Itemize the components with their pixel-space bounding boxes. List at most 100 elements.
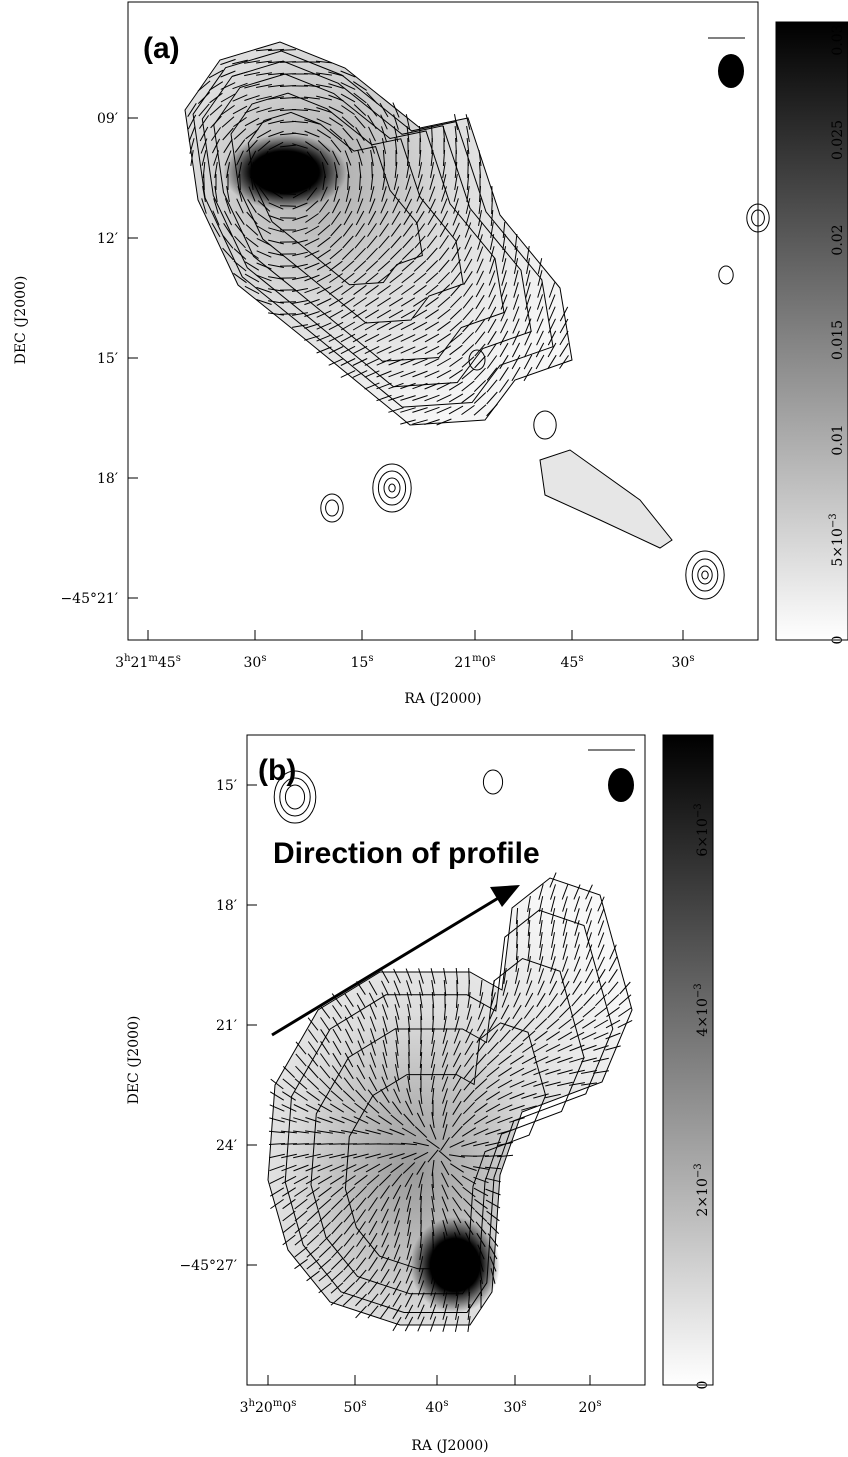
vector xyxy=(400,419,416,425)
vector xyxy=(594,1006,608,1018)
vector xyxy=(430,968,436,984)
vector xyxy=(416,1161,426,1175)
vector xyxy=(269,1091,285,1101)
vector xyxy=(368,1244,378,1260)
vector xyxy=(353,297,367,307)
vector xyxy=(539,944,543,960)
vector xyxy=(294,1091,308,1101)
vector xyxy=(438,271,450,285)
beam xyxy=(608,768,634,802)
vector xyxy=(487,318,497,334)
vector xyxy=(280,180,296,184)
vector xyxy=(322,174,326,190)
vector xyxy=(256,118,272,126)
vector xyxy=(486,1222,500,1234)
vector xyxy=(440,198,448,214)
vector xyxy=(270,151,282,165)
vector xyxy=(449,1154,465,1158)
vector xyxy=(244,117,260,127)
vector xyxy=(429,174,435,190)
vector xyxy=(559,993,571,1007)
vector xyxy=(425,272,439,284)
vector xyxy=(436,381,452,391)
contour xyxy=(213,73,505,362)
vector xyxy=(467,1316,471,1332)
vector xyxy=(561,884,569,900)
contour xyxy=(184,41,573,426)
vector xyxy=(355,210,365,226)
vector xyxy=(550,896,556,912)
vector xyxy=(606,994,620,1006)
vector xyxy=(405,174,411,190)
vector xyxy=(499,1029,511,1043)
vector xyxy=(220,82,236,90)
vector xyxy=(449,344,463,356)
vector xyxy=(497,1091,513,1101)
vector xyxy=(316,346,332,354)
vector xyxy=(268,119,284,125)
vector xyxy=(365,1163,381,1173)
vector xyxy=(464,1220,474,1236)
vector xyxy=(295,1065,307,1079)
vector xyxy=(510,1030,524,1042)
vector xyxy=(371,161,373,179)
vector xyxy=(539,908,543,924)
x-tick-label: 3h21m45s xyxy=(115,653,181,671)
contour xyxy=(284,909,614,1313)
vector xyxy=(443,1280,447,1296)
vector xyxy=(414,1126,428,1138)
vector xyxy=(202,186,206,202)
arrow-head xyxy=(490,885,520,907)
vector xyxy=(257,140,271,152)
vector xyxy=(569,1044,585,1052)
vector xyxy=(449,369,463,379)
vector xyxy=(465,114,471,130)
vector xyxy=(443,1003,447,1021)
vector xyxy=(379,210,389,226)
vector xyxy=(618,994,632,1006)
vector xyxy=(209,104,223,116)
vector xyxy=(537,980,545,996)
vector xyxy=(442,1112,448,1128)
vector xyxy=(367,1293,379,1307)
vector xyxy=(213,150,219,166)
vector xyxy=(406,162,410,178)
vector xyxy=(307,1065,319,1079)
vector xyxy=(463,258,473,274)
colorbar-tick-label: 0 xyxy=(695,1381,711,1390)
vector xyxy=(292,312,308,316)
vector xyxy=(521,1080,537,1088)
vector xyxy=(597,920,605,936)
vector xyxy=(214,162,218,178)
contour xyxy=(247,111,423,286)
y-tick-label: −45°21′ xyxy=(60,591,118,607)
vector xyxy=(368,1232,378,1248)
vector xyxy=(377,297,391,307)
vector xyxy=(333,162,339,178)
vector xyxy=(329,128,343,140)
vector xyxy=(355,1269,367,1283)
x-axis-label: RA (J2000) xyxy=(404,691,481,707)
vector xyxy=(319,1065,331,1079)
vector xyxy=(402,1162,416,1174)
vector xyxy=(344,1004,354,1020)
vector xyxy=(232,94,248,102)
vector xyxy=(596,968,606,984)
vector xyxy=(401,1152,417,1160)
vector xyxy=(341,248,355,260)
vector xyxy=(376,382,392,390)
vector xyxy=(537,282,543,298)
vector xyxy=(461,356,475,368)
vector xyxy=(501,258,507,274)
vector xyxy=(441,1076,449,1092)
vector xyxy=(499,367,509,381)
vector xyxy=(306,1234,320,1246)
vector xyxy=(353,1153,369,1159)
vector xyxy=(461,380,475,392)
vector xyxy=(418,1172,424,1188)
vector xyxy=(550,884,556,900)
vector xyxy=(201,150,207,166)
vector xyxy=(525,980,533,996)
exponent: −3 xyxy=(693,1163,704,1178)
